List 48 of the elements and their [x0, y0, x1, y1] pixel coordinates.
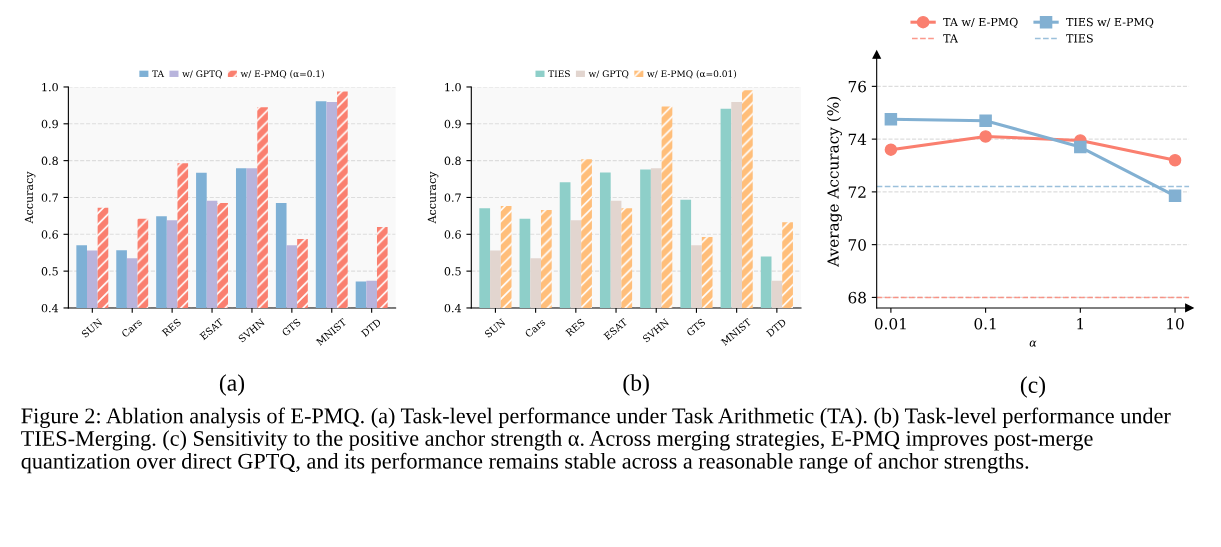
y-tick-label: 0.9 [41, 119, 58, 129]
legend-label: TIES [1066, 34, 1093, 43]
point [884, 143, 898, 156]
y-tick-label: 0.5 [41, 267, 58, 276]
y-tick-label: 0.4 [41, 303, 59, 313]
y-tick-label: 68 [848, 291, 866, 304]
y-tick-label: 0.8 [444, 156, 461, 166]
y-axis-title: Average Accuracy (%) [826, 97, 842, 267]
y-tick-label: 0.7 [444, 193, 461, 202]
y-tick-label: 0.9 [444, 119, 461, 129]
legend-label: TIES [548, 70, 570, 78]
point [884, 113, 898, 126]
y-tick-label: 0.7 [41, 193, 58, 202]
legend-label: TA [943, 34, 959, 43]
text: (c) [1020, 376, 1046, 398]
y-tick-label: 76 [848, 80, 866, 93]
y-tick-label: 1.0 [42, 82, 58, 92]
point [1168, 153, 1182, 167]
y-tick-label: 74 [848, 133, 867, 145]
y-axis-title: Accuracy [24, 171, 36, 224]
x-tick-label: 0.1 [974, 317, 996, 330]
x-tick-label: 10 [1167, 317, 1184, 330]
text: (b) [623, 374, 649, 396]
caption: Figure 2: Ablation analysis of E-PMQ. (a) Task-level performance under Task Arithmetic (TA). (b) Task-level performance under TIES-Merging. (c) Sensitivity to the positive anchor strength α. Across merging strategies, E-PMQ improves post-merge quantization over direct GPTQ, and its performance remains stable across a reasonable range of anchor strengths. [21, 407, 1171, 474]
legend-label: w/ E-PMQ (α=0.01) [647, 70, 737, 79]
x-tick-label: 1 [1077, 317, 1084, 330]
point [1168, 189, 1182, 203]
point [1074, 140, 1087, 154]
text: (a) [219, 374, 245, 396]
legend-label: TIES w/ E-PMQ [1066, 17, 1154, 28]
legend-label: w/ E-PMQ (α=0.1) [240, 70, 324, 79]
y-tick-label: 0.5 [444, 267, 461, 276]
y-tick-label: 0.6 [41, 230, 58, 239]
point [979, 114, 992, 127]
x-tick-label: 0.01 [874, 317, 906, 330]
legend-label: w/ GPTQ [182, 70, 222, 79]
legend-label: w/ GPTQ [588, 70, 629, 79]
legend-label: TA w/ E-PMQ [943, 17, 1018, 28]
y-tick-label: 0.6 [444, 230, 461, 239]
legend-label: TA [152, 70, 165, 77]
point [979, 130, 992, 143]
y-tick-label: 0.8 [41, 156, 58, 166]
y-tick-label: 0.4 [444, 303, 462, 313]
y-tick-label: 72 [848, 186, 866, 198]
x-axis-title: α [1029, 340, 1037, 347]
y-tick-label: 70 [848, 239, 866, 251]
y-tick-label: 1.0 [445, 82, 461, 92]
y-axis-title: Accuracy [427, 171, 439, 224]
